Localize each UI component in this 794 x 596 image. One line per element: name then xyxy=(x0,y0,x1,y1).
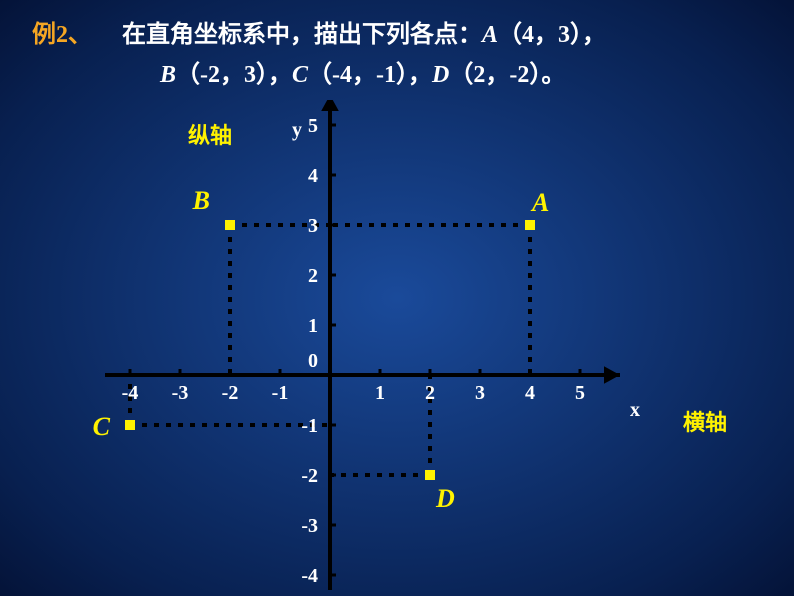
origin-label: 0 xyxy=(308,350,318,372)
point-label-B: B xyxy=(192,186,210,215)
y-tick-label: 2 xyxy=(308,265,318,287)
coords-B: （-2，3）， xyxy=(176,62,292,88)
x-tick-label: 2 xyxy=(425,382,435,404)
y-tick-label: -3 xyxy=(301,515,318,537)
coords-D: （2，-2）。 xyxy=(449,62,565,88)
sym-B: B xyxy=(160,62,176,88)
sym-C: C xyxy=(292,62,308,88)
x-tick-label: 5 xyxy=(575,382,585,404)
point-C xyxy=(125,420,135,430)
example-label: 例2、 xyxy=(32,22,92,48)
x-tick-label: -1 xyxy=(272,382,289,404)
y-tick-label: -2 xyxy=(301,465,318,487)
y-tick-label: 4 xyxy=(308,165,318,187)
x-axis-letter: x xyxy=(630,399,640,421)
x-axis-arrow-icon xyxy=(604,366,620,384)
point-label-A: A xyxy=(530,188,549,217)
title-text-1: 在直角坐标系中，描出下列各点： xyxy=(122,22,482,48)
y-tick-label: -4 xyxy=(301,565,318,587)
y-tick-label: 5 xyxy=(308,115,318,137)
x-tick-label: 1 xyxy=(375,382,385,404)
y-tick-label: 1 xyxy=(308,315,318,337)
y-tick-label: 3 xyxy=(308,215,318,237)
point-label-C: C xyxy=(93,412,111,441)
x-tick-label: 3 xyxy=(475,382,485,404)
point-label-D: D xyxy=(435,484,455,513)
coordinate-chart: x y -4 -3 -2 -1 1 2 3 4 5 -4 -3 -2 -1 1 2 3 4 5 0 A B C D xyxy=(50,100,750,590)
x-tick-label: 4 xyxy=(525,382,535,404)
x-tick-label: -4 xyxy=(122,382,139,404)
y-tick-label: -1 xyxy=(301,415,318,437)
sym-D: D xyxy=(432,62,449,88)
x-tick-label: -3 xyxy=(172,382,189,404)
point-D xyxy=(425,470,435,480)
point-A xyxy=(525,220,535,230)
y-axis-arrow-icon xyxy=(321,100,339,111)
coords-C: （-4，-1）， xyxy=(308,62,432,88)
sym-A: A xyxy=(482,22,498,48)
y-axis-letter: y xyxy=(292,119,302,141)
coords-A: （4，3）， xyxy=(498,22,606,48)
x-tick-label: -2 xyxy=(222,382,239,404)
point-B xyxy=(225,220,235,230)
